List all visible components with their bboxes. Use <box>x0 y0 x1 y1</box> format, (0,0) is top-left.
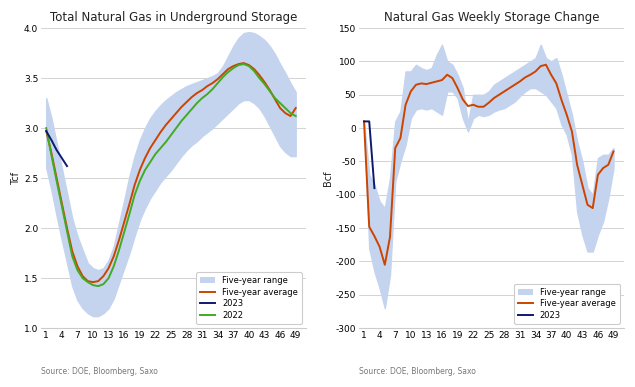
Text: Source: DOE, Bloomberg, Saxo: Source: DOE, Bloomberg, Saxo <box>41 367 158 376</box>
Title: Total Natural Gas in Underground Storage: Total Natural Gas in Underground Storage <box>50 11 297 24</box>
Text: Source: DOE, Bloomberg, Saxo: Source: DOE, Bloomberg, Saxo <box>359 367 476 376</box>
Legend: Five-year range, Five-year average, 2023: Five-year range, Five-year average, 2023 <box>514 284 620 324</box>
Title: Natural Gas Weekly Storage Change: Natural Gas Weekly Storage Change <box>384 11 599 24</box>
Y-axis label: Bcf: Bcf <box>323 170 333 186</box>
Legend: Five-year range, Five-year average, 2023, 2022: Five-year range, Five-year average, 2023… <box>196 272 302 324</box>
Y-axis label: Tcf: Tcf <box>11 171 21 185</box>
